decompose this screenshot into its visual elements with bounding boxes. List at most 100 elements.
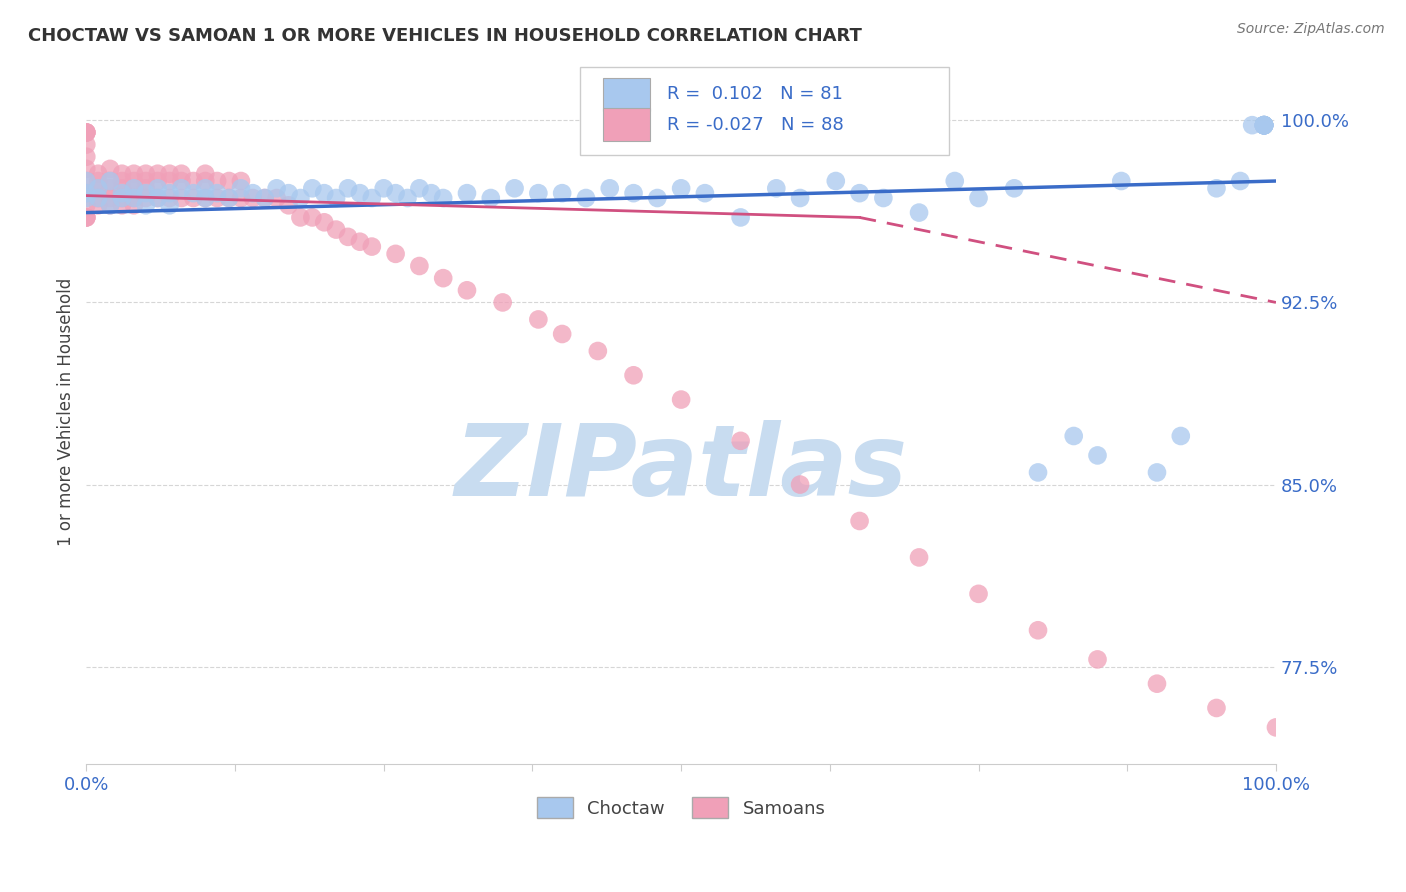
Point bbox=[967, 191, 990, 205]
Point bbox=[1253, 118, 1275, 132]
Point bbox=[111, 186, 134, 201]
Point bbox=[277, 198, 299, 212]
Text: CHOCTAW VS SAMOAN 1 OR MORE VEHICLES IN HOUSEHOLD CORRELATION CHART: CHOCTAW VS SAMOAN 1 OR MORE VEHICLES IN … bbox=[28, 27, 862, 45]
Text: Source: ZipAtlas.com: Source: ZipAtlas.com bbox=[1237, 22, 1385, 37]
Point bbox=[301, 211, 323, 225]
Point bbox=[384, 247, 406, 261]
Point bbox=[1026, 466, 1049, 480]
Point bbox=[87, 191, 110, 205]
Point bbox=[1253, 118, 1275, 132]
Legend: Choctaw, Samoans: Choctaw, Samoans bbox=[530, 790, 832, 825]
Point bbox=[146, 191, 169, 205]
Point bbox=[396, 191, 419, 205]
Point bbox=[290, 211, 312, 225]
Point bbox=[87, 198, 110, 212]
Point bbox=[266, 181, 288, 195]
Point bbox=[98, 198, 121, 212]
Point bbox=[98, 161, 121, 176]
Point bbox=[1026, 624, 1049, 638]
Point bbox=[527, 312, 550, 326]
Point bbox=[135, 191, 157, 205]
Point bbox=[360, 191, 382, 205]
Point bbox=[75, 186, 97, 201]
Point bbox=[360, 239, 382, 253]
Point bbox=[314, 215, 336, 229]
Point bbox=[170, 174, 193, 188]
Point bbox=[135, 181, 157, 195]
Point bbox=[75, 174, 97, 188]
Point bbox=[183, 186, 205, 201]
Point bbox=[194, 191, 217, 205]
Point bbox=[111, 191, 134, 205]
Point bbox=[669, 392, 692, 407]
Point bbox=[135, 186, 157, 201]
Point bbox=[693, 186, 716, 201]
Point bbox=[1253, 118, 1275, 132]
Text: R =  0.102   N = 81: R = 0.102 N = 81 bbox=[666, 86, 842, 103]
Point bbox=[218, 191, 240, 205]
Point bbox=[75, 125, 97, 139]
Point bbox=[325, 191, 347, 205]
Point bbox=[75, 186, 97, 201]
Point bbox=[551, 326, 574, 341]
Point bbox=[75, 161, 97, 176]
Point bbox=[75, 137, 97, 152]
Point bbox=[456, 186, 478, 201]
Point bbox=[135, 198, 157, 212]
Point bbox=[218, 191, 240, 205]
Point bbox=[1002, 181, 1025, 195]
Point bbox=[218, 174, 240, 188]
Point bbox=[314, 186, 336, 201]
Point bbox=[551, 186, 574, 201]
Point bbox=[1253, 118, 1275, 132]
Point bbox=[432, 191, 454, 205]
Point bbox=[122, 181, 145, 195]
Point bbox=[98, 198, 121, 212]
Point bbox=[1253, 118, 1275, 132]
Point bbox=[159, 167, 181, 181]
Point bbox=[479, 191, 502, 205]
Point bbox=[586, 344, 609, 359]
Text: ZIPatlas: ZIPatlas bbox=[454, 419, 908, 516]
Point bbox=[872, 191, 894, 205]
Point bbox=[647, 191, 669, 205]
Point bbox=[575, 191, 598, 205]
Point bbox=[159, 174, 181, 188]
Point bbox=[122, 174, 145, 188]
Point bbox=[1087, 449, 1109, 463]
Point bbox=[456, 283, 478, 297]
Point bbox=[337, 230, 360, 244]
Point bbox=[87, 167, 110, 181]
Point bbox=[170, 167, 193, 181]
Point bbox=[75, 211, 97, 225]
Point bbox=[408, 259, 430, 273]
Point bbox=[373, 181, 395, 195]
Point bbox=[1205, 181, 1227, 195]
Point bbox=[325, 222, 347, 236]
FancyBboxPatch shape bbox=[603, 78, 650, 111]
Point bbox=[111, 191, 134, 205]
Point bbox=[408, 181, 430, 195]
Point bbox=[75, 150, 97, 164]
Point bbox=[848, 514, 870, 528]
Point bbox=[87, 191, 110, 205]
Point bbox=[229, 174, 252, 188]
Point bbox=[492, 295, 515, 310]
FancyBboxPatch shape bbox=[603, 108, 650, 141]
Point bbox=[337, 181, 360, 195]
Point bbox=[122, 167, 145, 181]
Point bbox=[135, 167, 157, 181]
Point bbox=[122, 191, 145, 205]
Point bbox=[122, 181, 145, 195]
Point bbox=[1253, 118, 1275, 132]
Point bbox=[1146, 676, 1168, 690]
Point bbox=[1205, 701, 1227, 715]
Point bbox=[1063, 429, 1085, 443]
Point bbox=[730, 211, 752, 225]
Y-axis label: 1 or more Vehicles in Household: 1 or more Vehicles in Household bbox=[58, 277, 75, 546]
Point bbox=[183, 174, 205, 188]
Point bbox=[98, 181, 121, 195]
Point bbox=[1265, 720, 1288, 734]
Point bbox=[194, 167, 217, 181]
Point bbox=[253, 191, 276, 205]
